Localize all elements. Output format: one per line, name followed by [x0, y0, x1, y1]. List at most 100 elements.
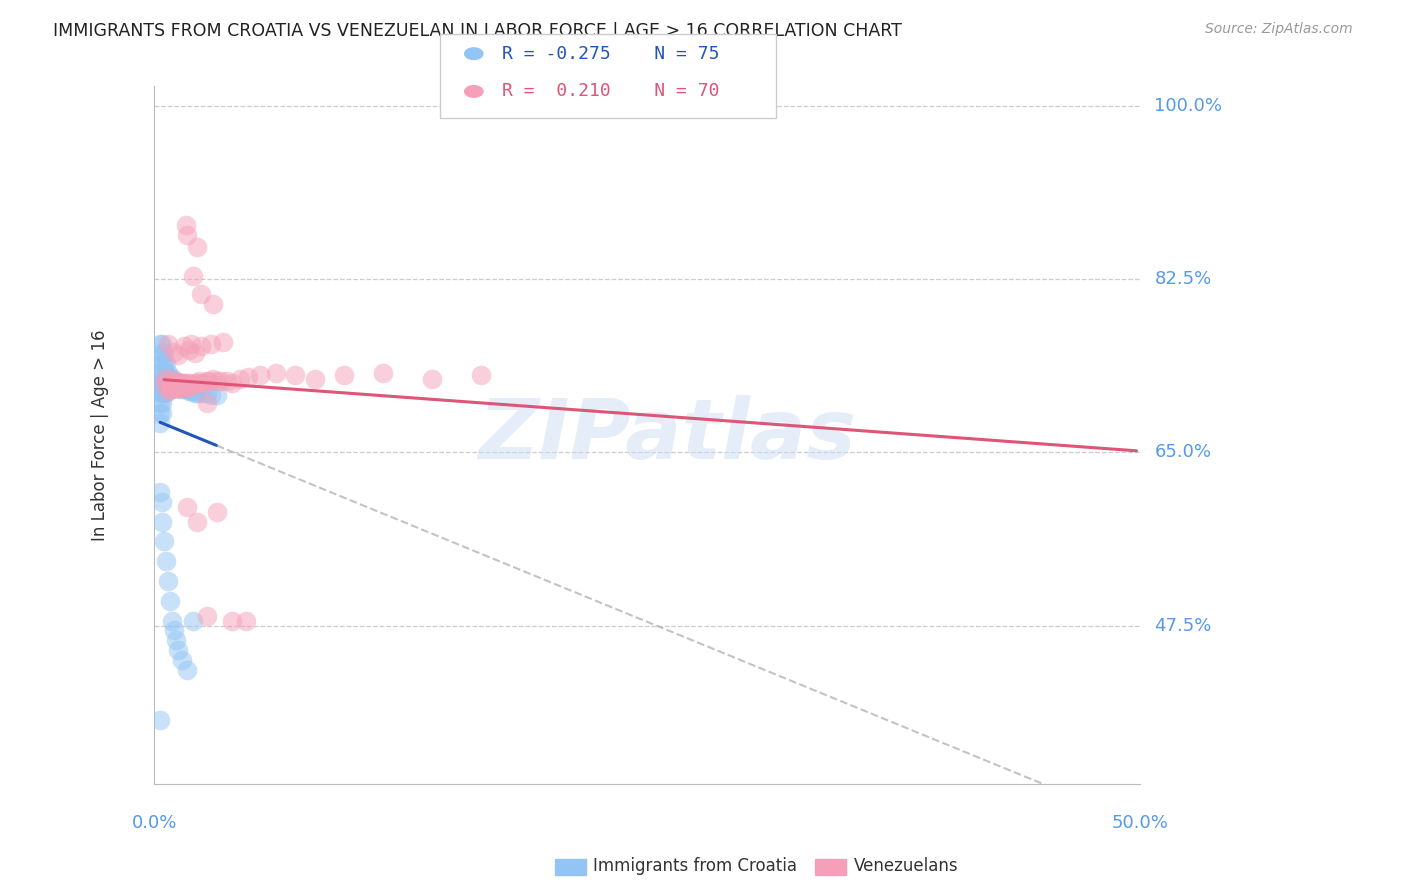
Text: In Labor Force | Age > 16: In Labor Force | Age > 16 — [91, 329, 110, 541]
Point — [195, 396, 218, 410]
Text: Source: ZipAtlas.com: Source: ZipAtlas.com — [1205, 22, 1353, 37]
Point — [150, 336, 173, 351]
Point — [156, 378, 179, 392]
Point — [186, 239, 208, 253]
Point — [183, 378, 205, 392]
Point — [200, 336, 222, 351]
Text: R =  0.210    N = 70: R = 0.210 N = 70 — [502, 82, 720, 101]
Text: Venezuelans: Venezuelans — [853, 857, 957, 875]
Point — [153, 534, 176, 549]
Point — [160, 381, 183, 395]
Point — [165, 633, 187, 648]
Point — [159, 376, 181, 391]
Point — [173, 338, 195, 352]
Point — [215, 374, 238, 388]
Point — [153, 356, 176, 370]
Point — [211, 334, 233, 349]
Point — [150, 386, 173, 401]
Point — [373, 366, 395, 380]
Point — [166, 381, 188, 395]
Point — [153, 366, 176, 380]
Point — [153, 376, 176, 391]
Point — [173, 376, 195, 391]
Point — [165, 380, 187, 394]
Text: ZIPatlas: ZIPatlas — [478, 394, 856, 475]
Point — [176, 663, 198, 677]
Point — [156, 381, 179, 395]
Point — [184, 346, 207, 360]
Point — [195, 386, 218, 401]
Point — [176, 376, 198, 391]
Point — [149, 336, 172, 351]
Point — [155, 356, 177, 370]
Point — [163, 376, 186, 391]
Point — [176, 382, 198, 396]
Point — [180, 384, 202, 398]
Point — [179, 376, 201, 391]
Point — [160, 371, 183, 385]
Point — [470, 368, 492, 383]
Point — [184, 376, 207, 391]
Text: 100.0%: 100.0% — [1154, 97, 1222, 115]
Point — [149, 396, 172, 410]
Point — [149, 485, 172, 500]
Point — [156, 366, 179, 380]
Point — [165, 374, 187, 388]
Text: 0.0%: 0.0% — [132, 814, 177, 832]
Point — [150, 495, 173, 509]
Point — [149, 713, 172, 727]
Point — [155, 376, 177, 391]
Point — [180, 336, 202, 351]
Point — [176, 227, 198, 242]
Point — [150, 381, 173, 395]
Point — [160, 374, 183, 388]
Point — [165, 376, 187, 391]
Point — [149, 376, 172, 391]
Point — [183, 269, 205, 284]
Text: Immigrants from Croatia: Immigrants from Croatia — [593, 857, 797, 875]
Point — [159, 381, 181, 395]
Point — [159, 594, 181, 608]
Point — [170, 376, 193, 391]
Point — [201, 297, 224, 311]
Point — [159, 381, 181, 395]
Point — [150, 376, 173, 391]
Point — [155, 554, 177, 568]
Point — [160, 614, 183, 628]
Point — [150, 346, 173, 360]
Point — [205, 374, 228, 388]
Point — [183, 384, 205, 398]
Point — [156, 384, 179, 398]
Point — [169, 376, 191, 391]
Point — [156, 336, 179, 351]
Point — [153, 386, 176, 401]
Point — [169, 381, 191, 395]
Point — [160, 376, 183, 391]
Point — [190, 287, 212, 301]
Point — [333, 368, 356, 383]
Point — [156, 574, 179, 588]
Point — [153, 346, 176, 360]
Point — [149, 386, 172, 401]
Point — [236, 370, 259, 384]
Point — [149, 366, 172, 380]
Point — [186, 515, 208, 529]
Point — [155, 366, 177, 380]
Point — [179, 384, 201, 398]
Point — [166, 348, 188, 362]
Point — [195, 374, 218, 388]
Point — [264, 366, 287, 380]
Point — [221, 376, 243, 391]
Point — [163, 624, 186, 638]
Point — [166, 381, 188, 395]
Text: 65.0%: 65.0% — [1154, 443, 1212, 461]
Point — [150, 396, 173, 410]
Point — [180, 378, 202, 392]
Point — [173, 382, 195, 396]
Text: R = -0.275    N = 75: R = -0.275 N = 75 — [502, 45, 720, 62]
Point — [150, 406, 173, 420]
Point — [163, 378, 186, 392]
Point — [153, 376, 176, 391]
Point — [186, 386, 208, 401]
Point — [176, 500, 198, 514]
